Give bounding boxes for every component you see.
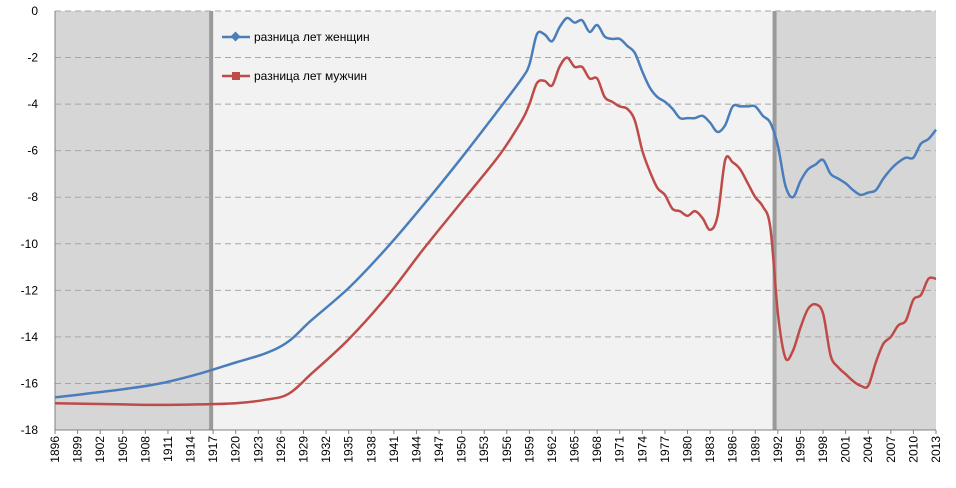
shaded-period-1 bbox=[772, 11, 936, 430]
x-tick-label: 2013 bbox=[929, 436, 943, 463]
x-tick-label: 2007 bbox=[884, 436, 898, 463]
x-tick-label: 1995 bbox=[793, 436, 807, 463]
x-tick-label: 1977 bbox=[658, 436, 672, 463]
x-tick-label: 1944 bbox=[409, 436, 423, 463]
x-tick-label: 1941 bbox=[387, 436, 401, 463]
x-tick-label: 2010 bbox=[906, 436, 920, 463]
x-tick-label: 2004 bbox=[861, 436, 875, 463]
legend: разница лет женщин разница лет мужчин bbox=[222, 30, 370, 83]
x-tick-label: 1926 bbox=[274, 436, 288, 463]
plot-background bbox=[55, 11, 936, 430]
x-tick-label: 1917 bbox=[206, 436, 220, 463]
x-tick-label: 1971 bbox=[613, 436, 627, 463]
x-tick-label: 1998 bbox=[816, 436, 830, 463]
x-tick-label: 1908 bbox=[138, 436, 152, 463]
x-tick-label: 1962 bbox=[545, 436, 559, 463]
x-tick-label: 1965 bbox=[568, 436, 582, 463]
x-tick-label: 1989 bbox=[748, 436, 762, 463]
x-tick-label: 1983 bbox=[703, 436, 717, 463]
gridlines bbox=[54, 10, 936, 431]
y-tick-label: -2 bbox=[27, 51, 38, 65]
x-tick-label: 1974 bbox=[635, 436, 649, 463]
x-tick-label: 1956 bbox=[500, 436, 514, 463]
y-tick-label: -12 bbox=[21, 283, 39, 297]
x-tick-label: 1914 bbox=[184, 436, 198, 463]
x-tick-label: 1929 bbox=[296, 436, 310, 463]
x-tick-label: 1932 bbox=[319, 436, 333, 463]
x-tick-label: 1980 bbox=[681, 436, 695, 463]
series-lines bbox=[54, 16, 937, 407]
x-tick-label: 1953 bbox=[477, 436, 491, 463]
x-tick-label: 1896 bbox=[48, 436, 62, 463]
x-tick-label: 1905 bbox=[116, 436, 130, 463]
x-tick-label: 1920 bbox=[229, 436, 243, 463]
x-tick-label: 2001 bbox=[839, 436, 853, 463]
x-tick-label: 1986 bbox=[726, 436, 740, 463]
legend-marker-square bbox=[232, 72, 240, 80]
x-tick-label: 1950 bbox=[455, 436, 469, 463]
x-tick-label: 1911 bbox=[161, 436, 175, 462]
y-tick-label: 0 bbox=[31, 4, 38, 18]
x-tick-label: 1959 bbox=[522, 436, 536, 463]
x-tick-label: 1992 bbox=[771, 436, 785, 463]
legend-item-men: разница лет мужчин bbox=[222, 69, 367, 83]
series-line-0 bbox=[54, 16, 937, 399]
x-tick-label: 1935 bbox=[342, 436, 356, 463]
x-tick-label: 1923 bbox=[251, 436, 265, 463]
x-tick-label: 1902 bbox=[93, 436, 107, 463]
shaded-period-0 bbox=[55, 11, 214, 430]
y-tick-label: -18 bbox=[21, 423, 39, 437]
x-tick-label: 1947 bbox=[432, 436, 446, 463]
y-tick-label: -14 bbox=[21, 330, 39, 344]
y-tick-label: -16 bbox=[21, 376, 39, 390]
shaded-edge-0 bbox=[209, 11, 214, 430]
y-tick-label: -10 bbox=[21, 237, 39, 251]
x-tick-label: 1938 bbox=[364, 436, 378, 463]
legend-label-men: разница лет мужчин bbox=[254, 69, 367, 83]
x-axis-ticks: 1896 1899 1902 1905 1908 1911 1914 1917 1920 1923… bbox=[48, 430, 943, 463]
y-tick-label: -4 bbox=[27, 97, 38, 111]
series-line-1 bbox=[54, 56, 937, 407]
y-axis-ticks: 0 -2 -4 -6 -8 -10 -12 -14 -16 -18 bbox=[21, 4, 39, 437]
legend-label-women: разница лет женщин bbox=[254, 30, 370, 44]
legend-marker-diamond bbox=[230, 31, 241, 42]
x-tick-label: 1899 bbox=[71, 436, 85, 463]
legend-item-women: разница лет женщин bbox=[222, 30, 370, 44]
shaded-edge-1 bbox=[772, 11, 777, 430]
y-tick-label: -8 bbox=[27, 190, 38, 204]
y-tick-label: -6 bbox=[27, 144, 38, 158]
x-tick-label: 1968 bbox=[590, 436, 604, 463]
